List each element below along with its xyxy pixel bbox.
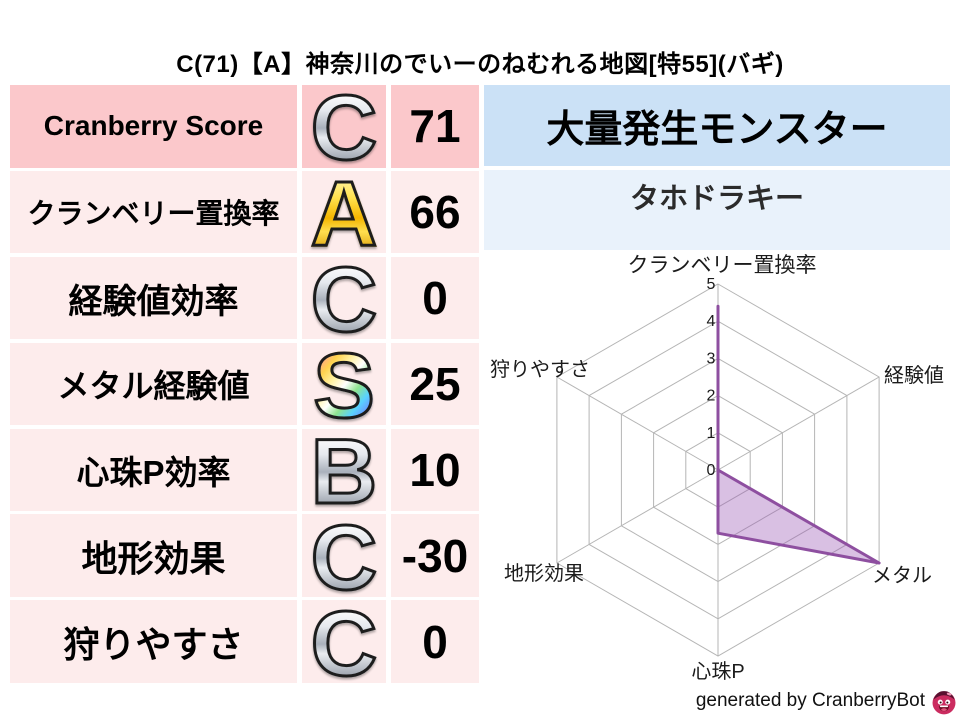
stats-table: Cranberry Score C 71 クランベリー置換率 A 66 経験値効… xyxy=(10,77,480,695)
grade-letter-icon: C xyxy=(309,506,378,609)
stat-label: Cranberry Score xyxy=(43,110,264,142)
stat-value: 25 xyxy=(409,357,461,410)
grade-letter-icon: C xyxy=(309,592,378,695)
grade-letter-icon: S xyxy=(312,334,376,437)
svg-text:1: 1 xyxy=(707,425,716,442)
stat-value: 0 xyxy=(422,615,448,668)
stat-value: 10 xyxy=(409,443,461,496)
svg-text:経験値: 経験値 xyxy=(884,364,944,387)
monster-name: タホドラキー xyxy=(484,170,950,250)
stat-label: 地形効果 xyxy=(81,537,226,579)
svg-text:クランベリー置換率: クランベリー置換率 xyxy=(628,254,817,277)
svg-text:メタル: メタル xyxy=(872,564,932,587)
svg-text:2: 2 xyxy=(707,388,716,405)
stat-label: クランベリー置換率 xyxy=(27,198,280,230)
monster-panel-header: 大量発生モンスター xyxy=(484,85,950,166)
stat-value: 71 xyxy=(409,100,461,153)
stat-value: 0 xyxy=(422,272,448,325)
cranberry-mascot-icon xyxy=(932,691,956,715)
page-title: C(71)【A】神奈川のでいーのねむれる地図[特55](バギ) xyxy=(176,51,784,78)
svg-text:地形効果: 地形効果 xyxy=(504,562,584,585)
grade-letter-icon: B xyxy=(309,420,378,523)
svg-text:3: 3 xyxy=(707,350,716,367)
credit-line: generated by CranberryBot xyxy=(696,686,958,716)
credit-text: generated by CranberryBot xyxy=(695,690,925,711)
grade-letter-icon: C xyxy=(309,77,378,180)
stat-value: 66 xyxy=(409,186,461,239)
grade-letter-icon: C xyxy=(309,249,378,352)
stat-label: メタル経験値 xyxy=(57,367,250,404)
svg-text:0: 0 xyxy=(707,462,716,479)
stat-label: 心珠P効率 xyxy=(76,453,231,491)
stat-label: 狩りやすさ xyxy=(63,623,244,665)
svg-text:5: 5 xyxy=(707,276,716,293)
stat-label: 経験値効率 xyxy=(68,282,239,321)
svg-text:4: 4 xyxy=(707,313,716,330)
svg-text:狩りやすさ: 狩りやすさ xyxy=(490,358,590,381)
stat-value: -30 xyxy=(401,529,469,582)
svg-text:心珠P: 心珠P xyxy=(691,660,744,683)
grade-letter-icon: A xyxy=(309,163,378,266)
